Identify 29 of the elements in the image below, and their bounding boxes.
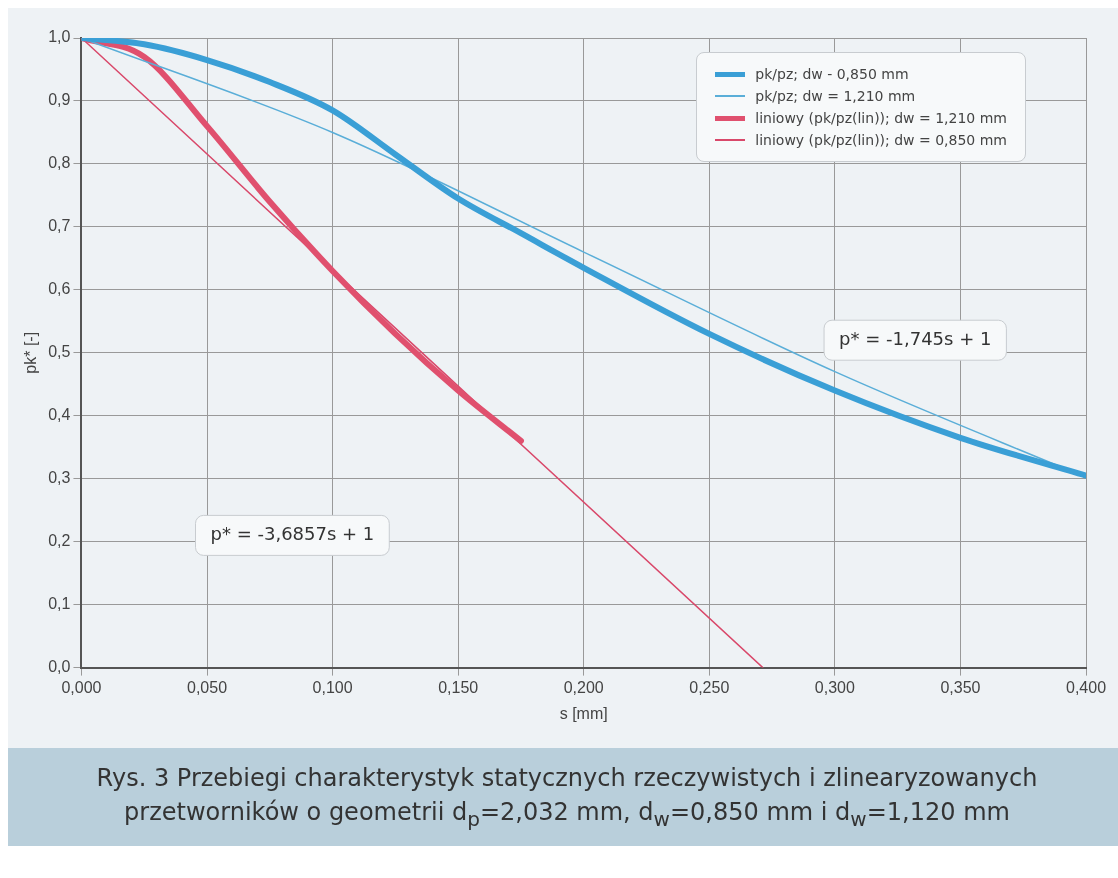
y-tick-label: 0,0 bbox=[48, 658, 71, 676]
y-tick-label: 0,5 bbox=[48, 343, 71, 361]
annotation: p* = -3,6857s + 1 bbox=[210, 523, 375, 545]
x-tick-label: 0,200 bbox=[563, 678, 604, 696]
x-tick-label: 0,050 bbox=[186, 678, 228, 696]
y-tick-label: 0,4 bbox=[48, 406, 71, 424]
legend-label: pk/pz; dw = 1,210 mm bbox=[755, 87, 916, 106]
x-tick-label: 0,100 bbox=[312, 678, 353, 696]
text: Rys. 3 Przebiegi charakterystyk statycznych rzeczywistych i zlinearyzowanych przetworników o geometrii d$_{p}$=2,032 mm, d$_{w}$=0,850 mm i d$_{w}$=1,120 mm bbox=[95, 763, 1039, 833]
x-tick-label: 0,250 bbox=[689, 678, 730, 696]
y-tick-label: 1,0 bbox=[48, 28, 71, 46]
x-tick-label: 0,400 bbox=[1065, 678, 1107, 696]
y-tick-label: 0,7 bbox=[48, 217, 71, 235]
y-tick-label: 0,8 bbox=[48, 154, 71, 172]
y-tick-label: 0,6 bbox=[48, 280, 71, 298]
x-tick-label: 0,150 bbox=[438, 678, 479, 696]
x-tick-label: 0,000 bbox=[61, 678, 102, 696]
y-tick-label: 0,2 bbox=[48, 532, 71, 550]
legend-label: pk/pz; dw - 0,850 mm bbox=[755, 65, 909, 84]
legend-label: liniowy (pk/pz(lin)); dw = 1,210 mm bbox=[755, 109, 1007, 128]
legend-label: liniowy (pk/pz(lin)); dw = 0,850 mm bbox=[755, 131, 1007, 150]
x-tick-label: 0,300 bbox=[814, 678, 855, 696]
y-tick-label: 0,1 bbox=[48, 595, 71, 613]
annotation: p* = -1,745s + 1 bbox=[839, 327, 992, 349]
y-tick-label: 0,9 bbox=[48, 91, 71, 109]
x-tick-label: 0,350 bbox=[940, 678, 981, 696]
y-axis-title: pk* [-] bbox=[22, 331, 40, 374]
x-axis-title: s [mm] bbox=[559, 704, 608, 722]
y-tick-label: 0,3 bbox=[48, 469, 71, 487]
